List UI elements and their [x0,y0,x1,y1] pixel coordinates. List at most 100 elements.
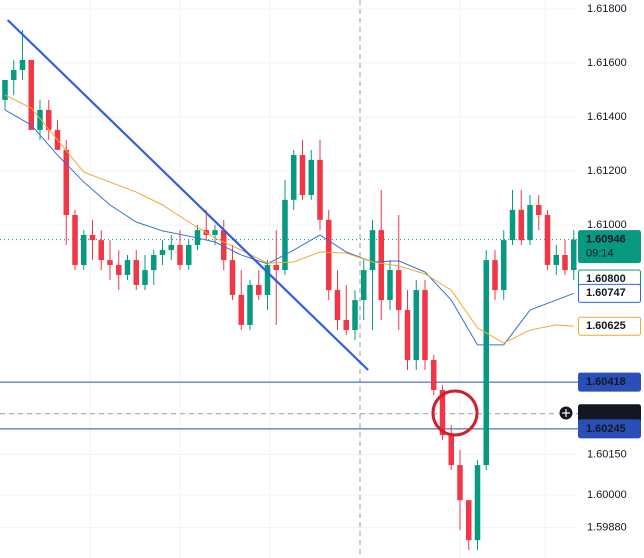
candle [11,59,17,96]
y-tick-label: 1.61000 [587,219,627,231]
candle [466,500,472,551]
candle [37,99,43,140]
candle-body [89,234,96,241]
candle [116,250,122,291]
candle [186,240,192,271]
candle [256,270,262,301]
candle-body [46,109,52,130]
candle-body [186,244,192,265]
candle-body [562,254,568,271]
y-tick-label: 1.59880 [587,521,627,533]
candle-body [334,290,341,321]
candle [19,29,26,80]
candle-body [159,250,166,255]
candle-body [492,260,498,291]
price-label: 1.60800 [586,273,626,285]
candle-body [124,260,131,275]
y-tick-label: 1.60150 [587,448,627,460]
candle [291,149,297,210]
candle-body [483,260,489,466]
candle-body [264,264,271,295]
candle-body [387,270,393,301]
candle [46,99,52,140]
candle-body [378,230,384,301]
candle [177,230,183,271]
candle [378,189,384,321]
candle [221,219,227,271]
price-label: 1.60301 [586,408,626,420]
candle [527,195,533,245]
candle-body [396,270,402,311]
candle-body [448,435,454,466]
candle [492,250,498,301]
candle [299,139,306,200]
price-axis: 1.61800 1.61600 1.61400 1.61200 1.61000 1.601… [578,3,641,533]
candle [343,284,349,335]
candle-body [527,204,533,241]
candle [562,240,568,275]
candle-body [256,284,262,295]
candle [404,290,411,371]
candle [142,254,148,291]
candle [448,425,454,470]
candle [571,230,577,281]
candle [238,270,244,331]
candle-body [247,284,253,325]
candle-body [299,155,306,196]
candle-body [369,230,376,271]
candle-body [212,230,218,235]
candle [518,189,524,245]
candle-body [518,209,524,241]
candle [168,234,174,261]
candle-body [571,239,577,271]
candle [536,195,542,231]
grid [0,8,578,528]
candle-body [457,465,463,501]
price-label-box [578,230,641,264]
candle [81,230,87,271]
candle [431,354,437,396]
candle-body [352,300,358,331]
candle [159,240,166,265]
price-label-box [578,316,641,336]
candle [352,290,358,341]
candle [396,214,402,331]
candle-body [133,260,139,285]
candle-body [238,294,244,325]
candle-body [229,260,236,295]
candle [282,179,288,275]
candle [273,230,279,325]
price-label-box [578,283,641,303]
candle-body [81,234,87,265]
candle-body [439,390,446,436]
candle [28,59,34,130]
candle [317,139,323,231]
candle-body [177,244,183,265]
candle [326,209,332,301]
candle [133,250,139,291]
candle-body [11,69,17,80]
y-tick-label: 1.61600 [587,57,627,69]
candle-body [474,465,481,541]
price-label: 1.60625 [586,320,626,332]
candle-body [413,290,419,361]
candle-body [142,270,148,285]
moving-average [4,109,574,346]
candle [474,459,481,551]
candle-body [343,320,349,331]
price-label: 1.60747 [586,287,626,299]
candle [422,280,428,371]
candle [89,219,96,261]
candle-body [19,59,26,70]
candle-body [536,204,542,215]
candle-body [404,310,411,361]
candle [369,219,376,331]
candle [334,270,341,331]
candle [72,209,78,271]
candle-body [317,159,323,220]
candle [2,79,8,110]
candle-body [273,264,279,271]
crosshair-button[interactable] [558,405,574,421]
candle [98,230,104,271]
